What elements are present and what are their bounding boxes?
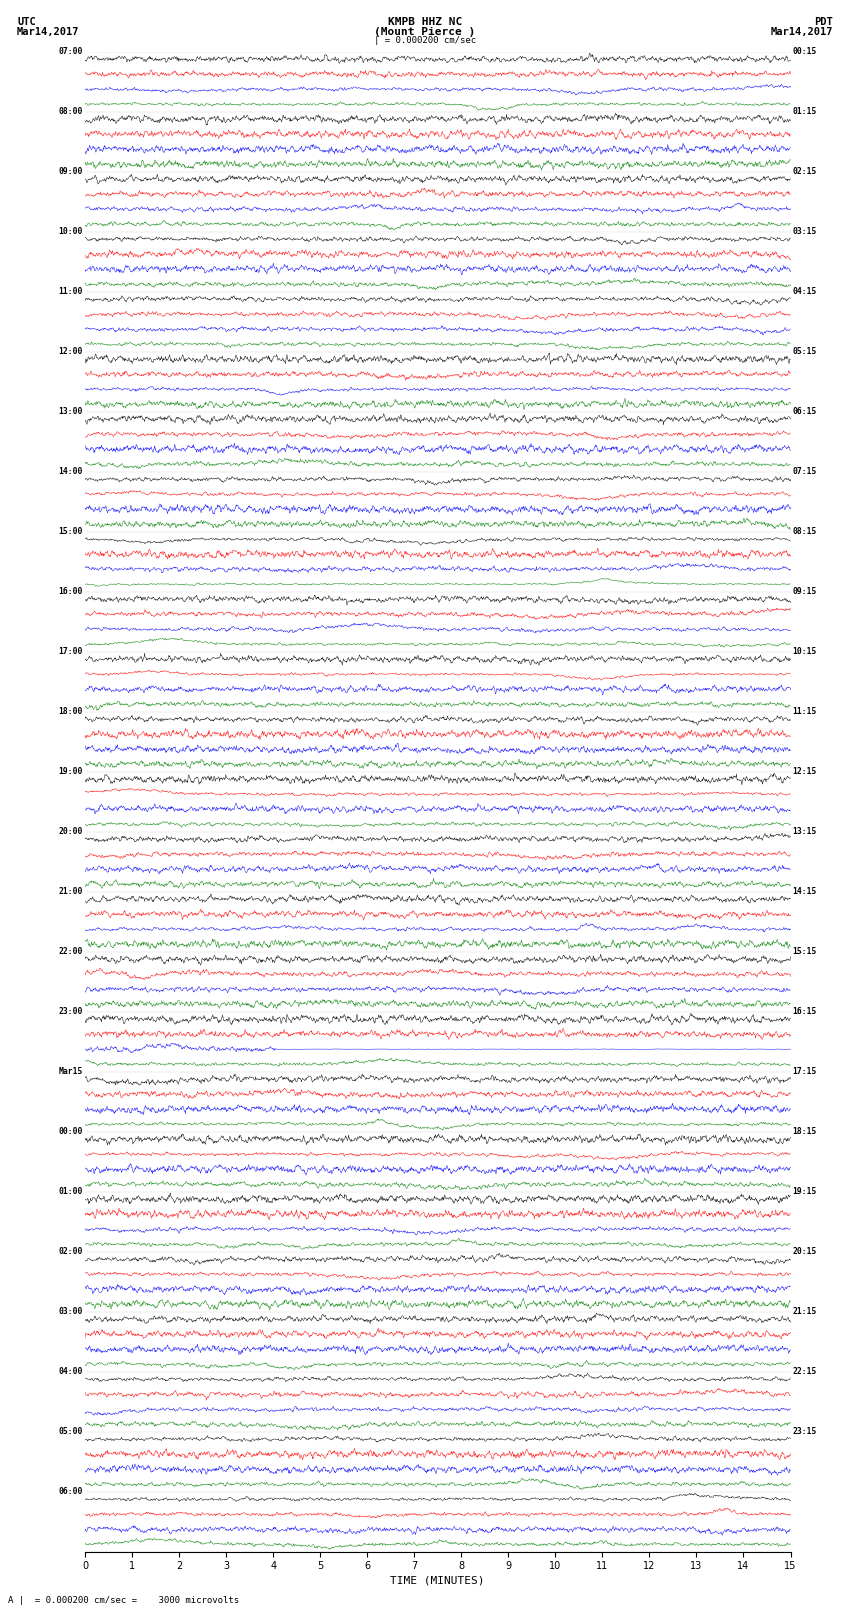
Text: Mar14,2017: Mar14,2017 — [770, 26, 833, 37]
Text: 16:00: 16:00 — [59, 587, 83, 597]
Text: 13:15: 13:15 — [792, 827, 817, 836]
Text: 16:15: 16:15 — [792, 1007, 817, 1016]
Text: 18:00: 18:00 — [59, 706, 83, 716]
Text: 03:15: 03:15 — [792, 227, 817, 235]
Text: 06:00: 06:00 — [59, 1487, 83, 1497]
Text: 09:00: 09:00 — [59, 168, 83, 176]
X-axis label: TIME (MINUTES): TIME (MINUTES) — [390, 1576, 485, 1586]
Text: 07:15: 07:15 — [792, 468, 817, 476]
Text: 04:00: 04:00 — [59, 1368, 83, 1376]
Text: KMPB HHZ NC: KMPB HHZ NC — [388, 18, 462, 27]
Text: 22:00: 22:00 — [59, 947, 83, 957]
Text: 00:15: 00:15 — [792, 47, 817, 56]
Text: 21:00: 21:00 — [59, 887, 83, 897]
Text: 23:15: 23:15 — [792, 1428, 817, 1436]
Text: 14:15: 14:15 — [792, 887, 817, 897]
Text: 17:15: 17:15 — [792, 1068, 817, 1076]
Text: 12:00: 12:00 — [59, 347, 83, 356]
Text: Mar15: Mar15 — [59, 1068, 83, 1076]
Text: 19:00: 19:00 — [59, 768, 83, 776]
Text: Mar14,2017: Mar14,2017 — [17, 26, 80, 37]
Text: 11:00: 11:00 — [59, 287, 83, 297]
Text: 08:15: 08:15 — [792, 527, 817, 536]
Text: 08:00: 08:00 — [59, 106, 83, 116]
Text: 11:15: 11:15 — [792, 706, 817, 716]
Text: A |  = 0.000200 cm/sec =    3000 microvolts: A | = 0.000200 cm/sec = 3000 microvolts — [8, 1595, 240, 1605]
Text: 14:00: 14:00 — [59, 468, 83, 476]
Text: 04:15: 04:15 — [792, 287, 817, 297]
Text: 17:00: 17:00 — [59, 647, 83, 656]
Text: 20:15: 20:15 — [792, 1247, 817, 1257]
Text: 00:00: 00:00 — [59, 1127, 83, 1136]
Text: 10:00: 10:00 — [59, 227, 83, 235]
Text: 23:00: 23:00 — [59, 1007, 83, 1016]
Text: 15:00: 15:00 — [59, 527, 83, 536]
Text: 12:15: 12:15 — [792, 768, 817, 776]
Text: 15:15: 15:15 — [792, 947, 817, 957]
Text: 22:15: 22:15 — [792, 1368, 817, 1376]
Text: 19:15: 19:15 — [792, 1187, 817, 1197]
Text: 05:15: 05:15 — [792, 347, 817, 356]
Text: 06:15: 06:15 — [792, 406, 817, 416]
Text: 02:15: 02:15 — [792, 168, 817, 176]
Text: 02:00: 02:00 — [59, 1247, 83, 1257]
Text: PDT: PDT — [814, 18, 833, 27]
Text: | = 0.000200 cm/sec: | = 0.000200 cm/sec — [374, 37, 476, 45]
Text: 10:15: 10:15 — [792, 647, 817, 656]
Text: 01:15: 01:15 — [792, 106, 817, 116]
Text: 07:00: 07:00 — [59, 47, 83, 56]
Text: UTC: UTC — [17, 18, 36, 27]
Text: 09:15: 09:15 — [792, 587, 817, 597]
Text: 03:00: 03:00 — [59, 1307, 83, 1316]
Text: 18:15: 18:15 — [792, 1127, 817, 1136]
Text: 20:00: 20:00 — [59, 827, 83, 836]
Text: 13:00: 13:00 — [59, 406, 83, 416]
Text: (Mount Pierce ): (Mount Pierce ) — [374, 26, 476, 37]
Text: 01:00: 01:00 — [59, 1187, 83, 1197]
Text: 05:00: 05:00 — [59, 1428, 83, 1436]
Text: 21:15: 21:15 — [792, 1307, 817, 1316]
